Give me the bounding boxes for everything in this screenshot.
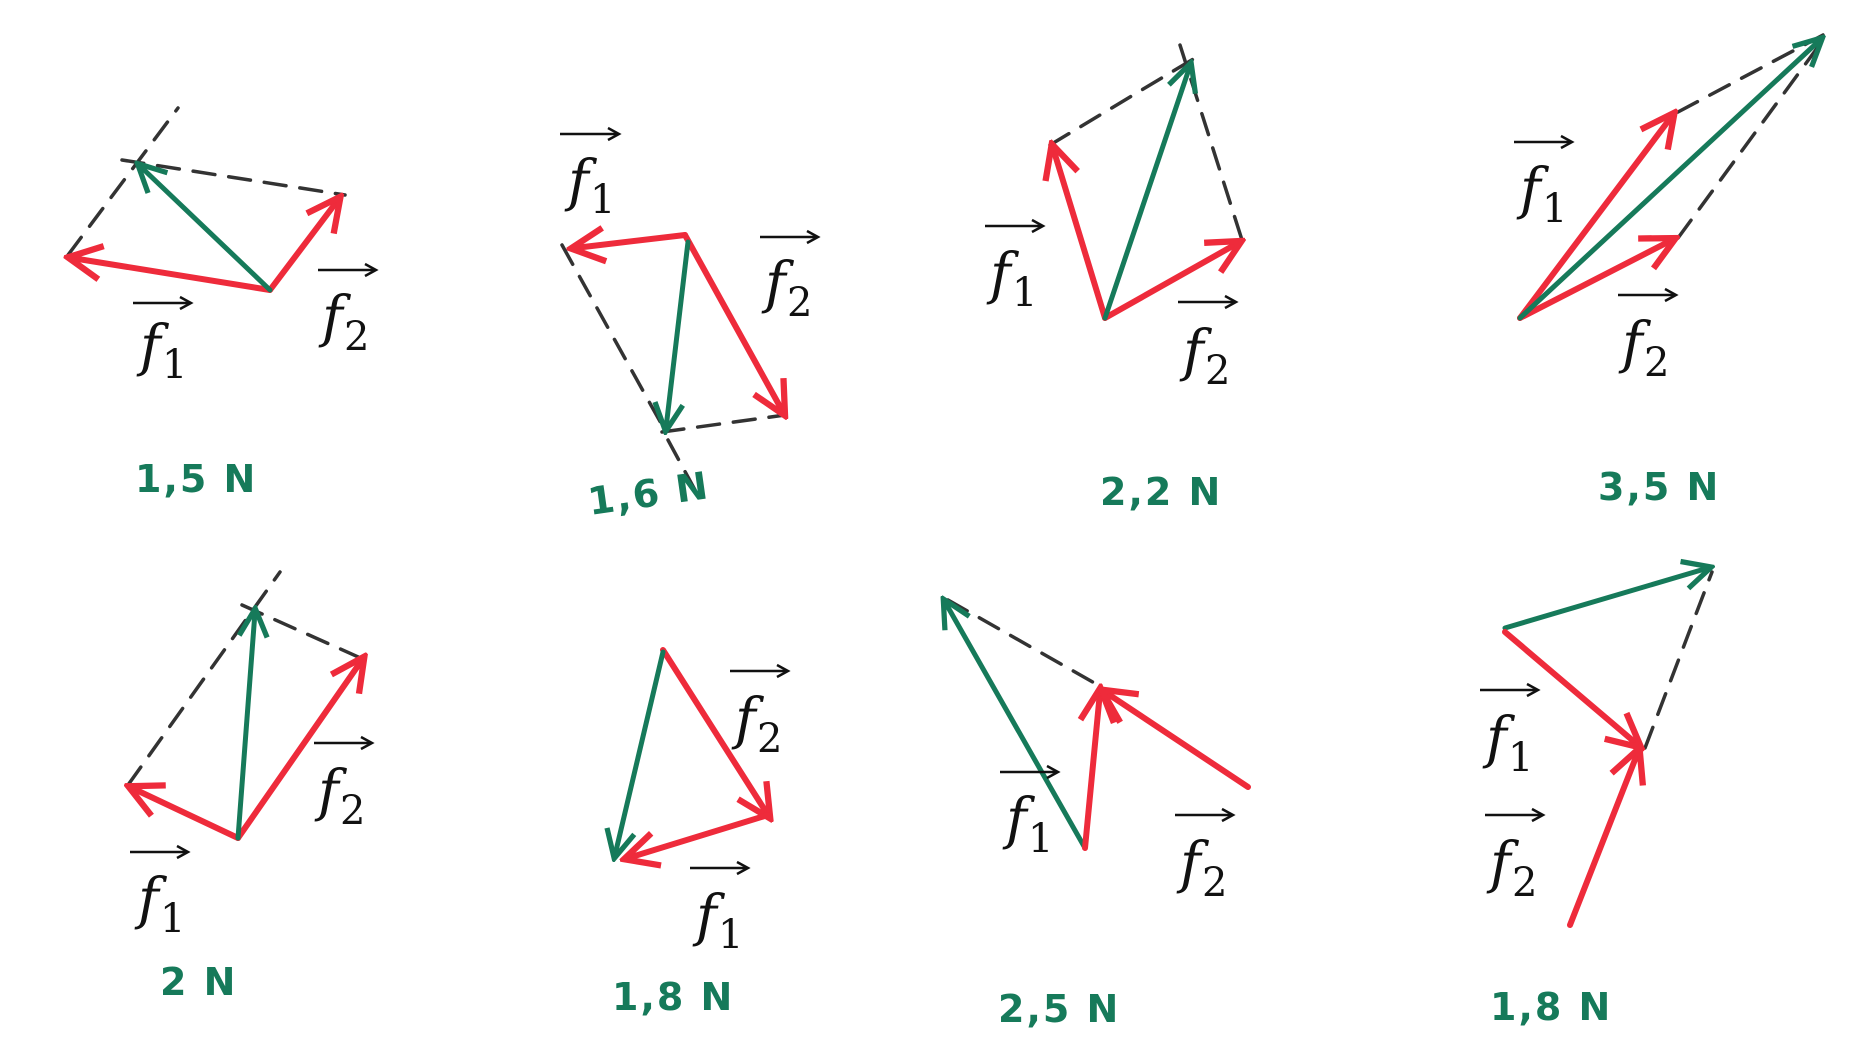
vector-f1-arrow xyxy=(1085,692,1100,851)
label-f2: f 2 xyxy=(1178,294,1239,394)
label-f2: f 2 xyxy=(314,735,375,834)
vector-f2-arrow xyxy=(682,232,783,412)
vector-f1-arrow xyxy=(72,258,273,293)
resultant-vector-arrow xyxy=(1502,568,1708,631)
label-f1: f 1 xyxy=(1480,682,1541,781)
label-f2: f 2 xyxy=(1618,287,1679,386)
f2-subscript: 2 xyxy=(1512,860,1537,906)
panel-5: f 1 f 2 2 N xyxy=(126,570,375,1004)
result-magnitude: 2,5 N xyxy=(998,987,1120,1031)
f2-subscript: 2 xyxy=(1202,860,1227,906)
vector-f2-arrow xyxy=(1517,240,1672,321)
f2-subscript: 2 xyxy=(757,716,782,762)
vector-f2-arrow xyxy=(1102,243,1238,321)
dashed-construction-line xyxy=(1048,56,1197,147)
f1-subscript: 1 xyxy=(1012,270,1037,316)
result-magnitude: 3,5 N xyxy=(1598,465,1720,509)
label-f1: f 1 xyxy=(133,295,194,388)
label-f1: f 1 xyxy=(560,126,622,223)
dashed-construction-line xyxy=(126,570,282,787)
label-f2: f 2 xyxy=(1485,807,1546,906)
panel-8: f 1 f 2 1,8 N xyxy=(1480,568,1712,1029)
f2-subscript: 2 xyxy=(344,314,369,360)
resultant-vector-arrow xyxy=(1102,66,1190,321)
result-magnitude: 2,2 N xyxy=(1100,470,1222,514)
label-f2: f 2 xyxy=(318,262,379,360)
vector-f1-arrow xyxy=(1053,148,1108,321)
label-f2: f 2 xyxy=(760,229,821,326)
f1-subscript: 1 xyxy=(1508,735,1533,781)
result-magnitude: 1,8 N xyxy=(1490,985,1612,1029)
vector-f2-arrow xyxy=(235,660,362,841)
dashed-construction-line xyxy=(1643,570,1714,750)
f1-subscript: 1 xyxy=(162,342,187,388)
panel-1: f 1 f 2 1,5 N xyxy=(66,106,379,501)
vector-f2-arrow xyxy=(660,647,768,815)
vector-f2-arrow xyxy=(1567,752,1638,928)
label-f1: f 1 xyxy=(1000,764,1061,862)
vector-f1-arrow xyxy=(628,812,771,858)
dashed-construction-line xyxy=(1676,38,1825,240)
f1-subscript: 1 xyxy=(1542,186,1567,232)
dashed-construction-line xyxy=(1676,33,1825,114)
f1-subscript: 1 xyxy=(590,177,615,223)
dashed-construction-line xyxy=(66,106,180,257)
result-magnitude: 1,8 N xyxy=(612,975,734,1019)
label-f1: f 1 xyxy=(1514,134,1575,232)
resultant-vector-arrow xyxy=(666,239,691,428)
resultant-vector-arrow xyxy=(140,166,273,293)
f2-subscript: 2 xyxy=(1644,340,1669,386)
resultant-vector-arrow xyxy=(1517,40,1820,321)
resultant-vector-arrow xyxy=(615,649,666,855)
panel-7: f 1 f 2 2,5 N xyxy=(945,598,1251,1031)
vector-f1-arrow xyxy=(575,235,688,248)
label-f2: f 2 xyxy=(730,663,791,762)
panel-2: f 1 f 2 1,6 N xyxy=(560,126,821,524)
vector-f1-arrow xyxy=(132,788,241,841)
label-f1: f 1 xyxy=(985,218,1046,316)
vector-f1-arrow xyxy=(1517,116,1672,321)
dashed-construction-line xyxy=(946,598,1100,687)
dashed-construction-line xyxy=(560,243,664,427)
panel-4: f 1 f 2 3,5 N xyxy=(1514,33,1825,509)
f1-subscript: 1 xyxy=(1028,816,1053,862)
resultant-vector-arrow xyxy=(235,612,255,841)
result-magnitude: 1,6 N xyxy=(585,463,712,524)
dashed-construction-line xyxy=(666,438,697,492)
panel-3: f 1 f 2 2,2 N xyxy=(985,43,1242,514)
result-magnitude: 1,5 N xyxy=(135,457,257,501)
f2-subscript: 2 xyxy=(787,280,812,326)
label-f1: f 1 xyxy=(690,860,751,958)
label-f2: f 2 xyxy=(1175,807,1236,906)
vector-f2-arrow xyxy=(267,200,338,293)
f2-subscript: 2 xyxy=(340,788,365,834)
resultant-vector-arrow xyxy=(945,602,1088,851)
label-f1: f 1 xyxy=(130,844,191,942)
f1-subscript: 1 xyxy=(160,896,185,942)
dashed-construction-line xyxy=(240,603,367,662)
panel-6: f 2 f 1 1,8 N xyxy=(612,647,791,1019)
result-magnitude: 2 N xyxy=(160,960,237,1004)
f1-subscript: 1 xyxy=(718,912,743,958)
vector-f1-arrow xyxy=(1502,629,1638,745)
f2-subscript: 2 xyxy=(1205,348,1230,394)
dashed-construction-line xyxy=(660,413,787,434)
vector-f2-arrow xyxy=(1105,692,1251,790)
